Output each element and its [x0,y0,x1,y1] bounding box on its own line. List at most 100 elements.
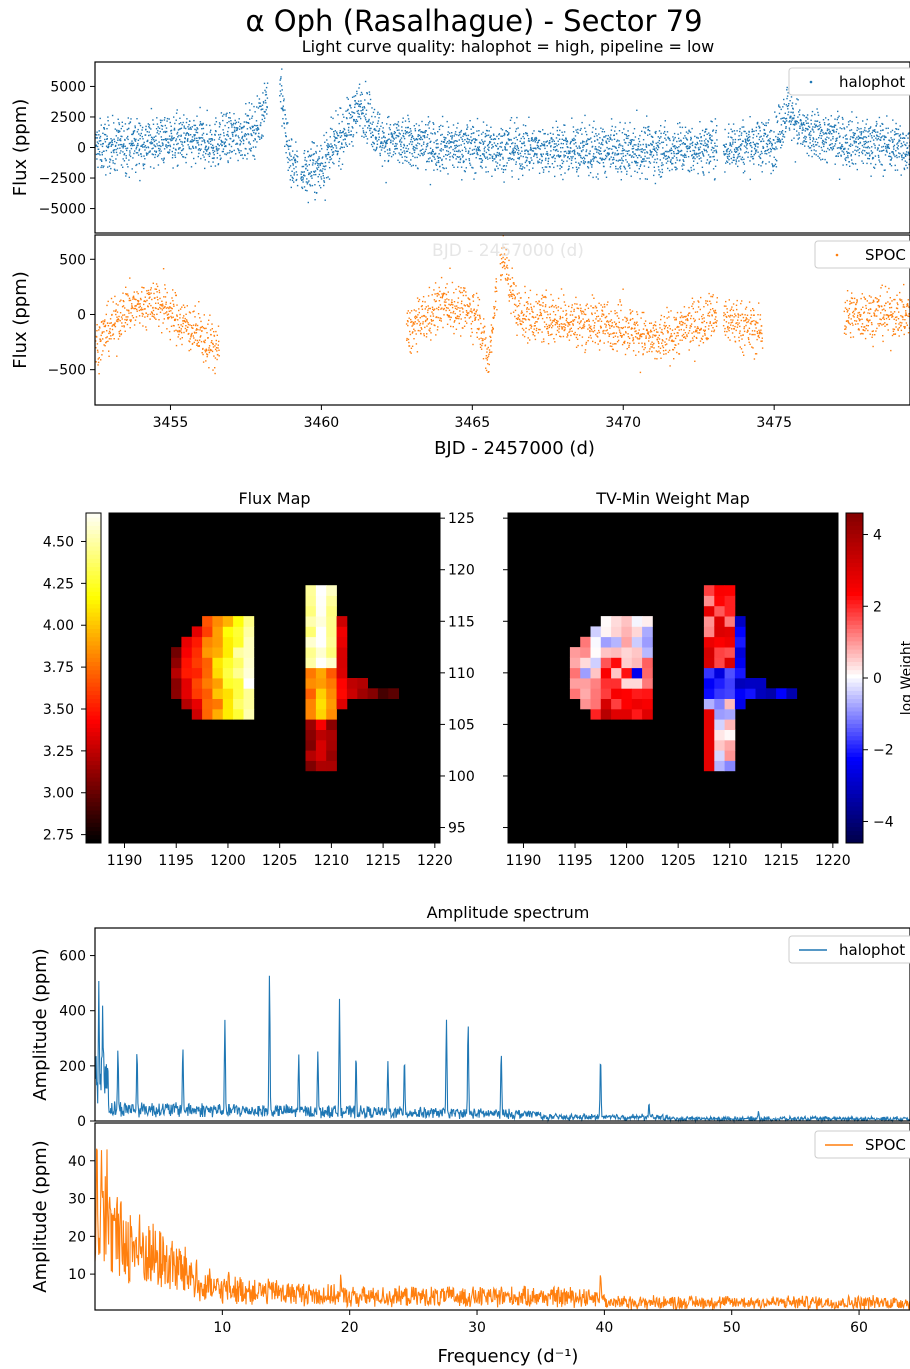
data-point [168,118,170,120]
data-point [385,141,387,144]
data-point [418,124,420,127]
data-point [484,325,486,328]
data-point [906,142,908,144]
data-point [879,133,881,135]
data-point [410,138,412,141]
data-point [581,142,584,144]
data-point [149,293,151,295]
data-point [710,149,713,151]
data-point [733,148,736,151]
data-point [561,138,563,140]
data-point [204,142,206,144]
data-point [175,138,178,140]
data-point [578,154,580,157]
data-point [665,155,667,157]
data-point [655,130,657,133]
data-point [541,142,543,145]
data-point [557,150,559,152]
data-point [184,317,186,320]
data-point [620,153,622,155]
data-point [823,145,825,148]
data-point [295,179,297,182]
data-point [141,144,144,146]
data-point [134,307,136,310]
data-point [388,133,390,135]
data-point [882,135,884,137]
data-point [408,143,411,145]
data-point [294,154,296,156]
data-point [652,136,654,138]
data-point [604,149,606,152]
data-point [202,327,205,329]
data-point [798,114,801,116]
data-point [172,303,175,306]
data-point [381,130,384,132]
data-point [677,122,679,125]
data-point [467,152,469,154]
data-point [728,123,730,125]
data-point [122,151,124,153]
data-point [189,126,192,129]
data-point [486,359,488,361]
data-point [630,142,632,144]
data-point [493,312,496,314]
data-point [115,313,117,316]
data-point [167,145,170,147]
data-point [761,121,763,124]
data-point [125,319,128,321]
data-point [556,129,558,132]
data-point [180,332,183,334]
data-point [381,141,383,143]
data-point [633,153,635,155]
data-point [858,155,860,157]
data-point [452,312,454,314]
data-point [848,152,851,154]
data-point [469,147,471,150]
data-point [705,138,707,140]
data-point [463,170,466,172]
data-point [804,145,806,147]
data-point [107,322,109,324]
data-point [211,138,213,140]
data-point [474,172,476,174]
data-point [433,169,435,171]
data-point [478,130,480,132]
data-point [113,168,116,170]
data-point [684,153,686,155]
data-point [300,176,302,178]
data-point [212,152,215,154]
data-point [522,124,525,126]
data-point [787,108,789,110]
data-point [444,144,446,147]
data-point [332,161,334,164]
data-point [205,145,207,148]
data-point [380,125,382,127]
data-point [574,157,576,160]
data-point [139,322,141,324]
data-point [591,131,594,133]
data-point [148,293,150,296]
data-point [491,351,493,353]
data-point [154,145,157,148]
data-point [635,162,638,164]
data-point [415,343,418,345]
data-point [97,361,100,364]
data-point [447,307,449,309]
data-point [489,157,491,159]
data-point [809,138,811,141]
data-point [777,139,780,141]
data-point [470,136,472,138]
data-point [118,129,120,132]
data-point [173,116,175,118]
data-point [215,117,217,119]
data-point [414,156,416,159]
data-point [373,148,375,151]
data-point [282,109,285,111]
data-point [399,153,401,156]
data-point [716,145,718,147]
data-point [367,103,370,105]
data-point [838,132,840,135]
data-point [373,108,376,111]
data-point [257,107,260,109]
data-point [428,127,430,129]
